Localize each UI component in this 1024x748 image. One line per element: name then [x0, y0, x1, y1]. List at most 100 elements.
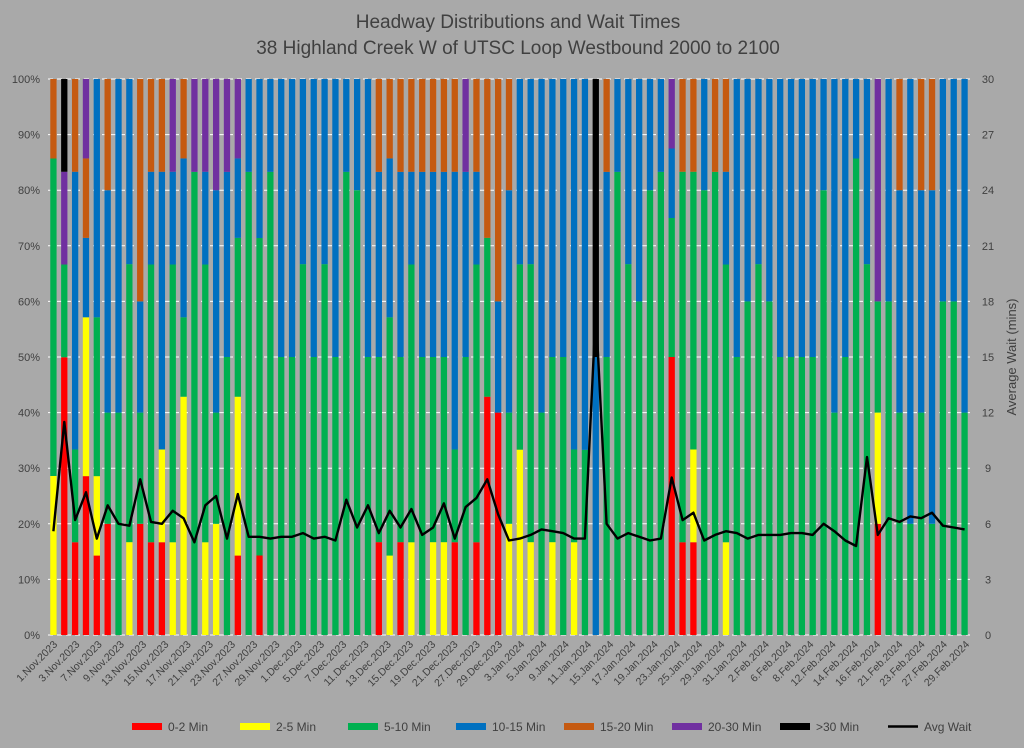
bar-segment: [104, 412, 111, 524]
y-tick-label: 70%: [18, 241, 40, 253]
bar-segment: [570, 449, 578, 543]
bar-segment: [288, 79, 296, 357]
bar-segment: [603, 79, 610, 172]
bar-segment: [223, 79, 231, 172]
bar-segment: [592, 79, 599, 357]
bar-segment: [93, 555, 100, 635]
bar-segment: [473, 542, 480, 635]
bar-segment: [603, 357, 610, 635]
bar-segment: [82, 317, 90, 477]
bar-segment: [50, 79, 57, 159]
bar-segment: [527, 79, 534, 265]
bar-segment: [852, 79, 860, 159]
bar-segment: [267, 79, 274, 172]
bar-segment: [484, 79, 491, 238]
bar-segment: [560, 357, 567, 635]
y2-tick-label: 0: [985, 630, 991, 642]
bar-segment: [625, 79, 632, 265]
bar-segment: [245, 171, 252, 636]
bar-segment: [874, 79, 881, 302]
bar-segment: [191, 79, 198, 172]
bar-segment: [212, 523, 220, 635]
bar-segment: [256, 238, 263, 556]
bar-segment: [570, 542, 578, 635]
bar-segment: [896, 190, 903, 413]
y2-tick-label: 24: [982, 185, 994, 197]
bar-segment: [690, 171, 697, 450]
bar-segment: [440, 171, 448, 357]
bar-segment: [581, 449, 589, 635]
bar-segment: [863, 79, 871, 265]
bar-segment: [278, 79, 285, 357]
bar-segment: [158, 449, 166, 543]
y-tick-label: 100%: [12, 74, 40, 86]
bar-segment: [451, 449, 458, 543]
bar-segment: [343, 171, 350, 636]
bar-segment: [364, 357, 372, 635]
bar-segment: [440, 542, 448, 635]
bar-segment: [61, 171, 68, 265]
bar-segment: [495, 412, 502, 635]
bar-segment: [212, 79, 220, 191]
bar-segment: [180, 158, 187, 318]
bar-segment: [538, 412, 545, 635]
bar-segment: [744, 79, 751, 302]
y2-tick-label: 15: [982, 352, 994, 364]
bar-segment: [419, 79, 426, 172]
bar-segment: [451, 542, 458, 635]
bar-segment: [429, 542, 437, 635]
legend-swatch: [564, 723, 594, 730]
bar-segment: [440, 357, 448, 543]
bar-segment: [419, 171, 426, 357]
bar-segment: [820, 190, 827, 635]
legend-label: 20-30 Min: [708, 720, 761, 734]
bar-segment: [928, 190, 936, 524]
bar-segment: [50, 475, 57, 635]
bar-segment: [961, 412, 968, 635]
bar-segment: [755, 79, 762, 265]
bar-segment: [299, 79, 307, 265]
bar-segment: [668, 79, 675, 149]
bar-segment: [473, 171, 480, 265]
bar-segment: [397, 357, 404, 543]
bar-segment: [180, 79, 187, 159]
bar-segment: [690, 79, 697, 172]
bar-segment: [701, 190, 708, 635]
bar-segment: [614, 171, 621, 636]
bar-segment: [744, 301, 751, 635]
bar-segment: [353, 190, 361, 635]
bar-segment: [386, 79, 393, 159]
bar-segment: [907, 79, 914, 524]
bar-segment: [332, 79, 339, 357]
bar-segment: [137, 412, 144, 524]
bar-segment: [961, 79, 968, 413]
bar-segment: [842, 79, 849, 357]
bar-segment: [462, 79, 469, 172]
bar-segment: [137, 79, 144, 302]
bar-segment: [722, 79, 730, 172]
bars: [50, 79, 968, 636]
bar-segment: [484, 396, 491, 635]
bar-segment: [787, 79, 795, 357]
legend-swatch: [132, 723, 162, 730]
bar-segment: [147, 264, 155, 543]
bar-segment: [722, 542, 730, 635]
bar-segment: [711, 171, 719, 636]
bar-segment: [429, 357, 437, 543]
bar-segment: [679, 79, 686, 172]
bar-segment: [809, 79, 816, 357]
y2-tick-label: 6: [985, 519, 991, 531]
bar-segment: [831, 412, 838, 635]
bar-segment: [896, 79, 903, 191]
bar-segment: [766, 79, 773, 302]
legend-swatch: [672, 723, 702, 730]
bar-segment: [755, 264, 762, 635]
bar-segment: [679, 171, 686, 543]
bar-segment: [234, 555, 241, 635]
bar-segment: [473, 264, 480, 543]
bar-segment: [397, 542, 404, 635]
bar-segment: [950, 301, 957, 635]
bar-segment: [722, 171, 730, 265]
y-tick-label: 50%: [18, 352, 40, 364]
y2-tick-label: 12: [982, 408, 994, 420]
